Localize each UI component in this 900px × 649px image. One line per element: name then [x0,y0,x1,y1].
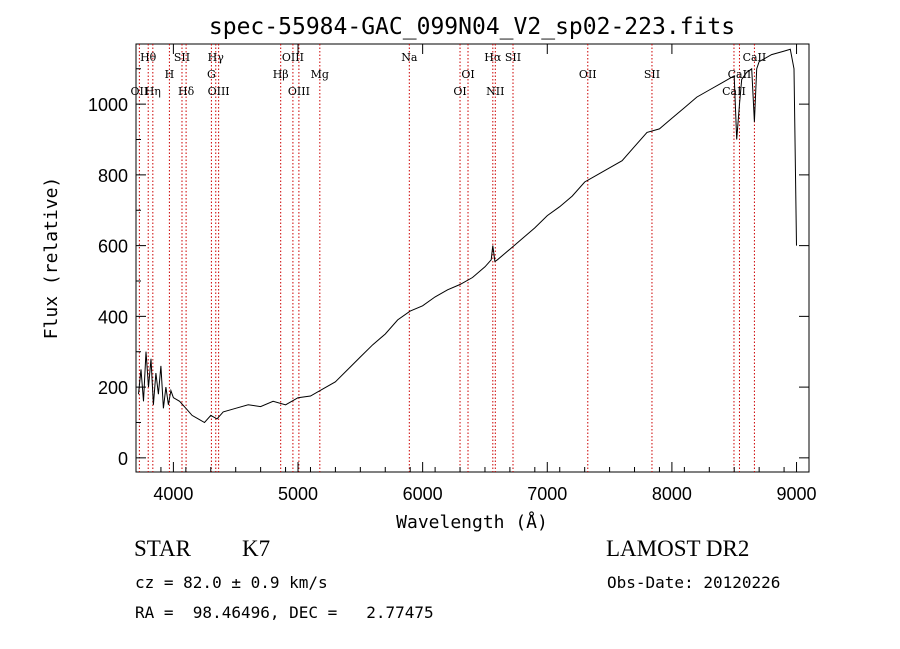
object-class: STAR [134,536,191,561]
x-tick-label: 7000 [527,484,567,504]
line-marker-label: CaII [743,51,767,64]
line-marker-label: H [165,68,175,81]
x-tick-label: 5000 [278,484,318,504]
line-marker-label: Mg [311,68,329,81]
spectral-line-markers: HθOIIHηSIIHHδHγGOIIIOIIIHβOIIIMgNaOIOIHα… [131,44,767,472]
line-marker-label: Hα [484,51,502,64]
y-tick-label: 400 [98,307,128,327]
line-marker-label: OIII [208,85,230,98]
x-tick-label: 4000 [153,484,193,504]
line-marker-label: NII [486,85,504,98]
y-tick-label: 0 [118,449,128,469]
line-marker-label: CaII [722,85,746,98]
line-marker-label: SII [644,68,660,81]
line-marker-label: OII [579,68,597,81]
line-marker-label: Hβ [273,68,289,81]
obs-date: Obs-Date: 20120226 [607,573,781,592]
x-tick-label: 8000 [652,484,692,504]
coordinates-readout: RA = 98.46496, DEC = 2.77475 [135,603,434,622]
x-axis-label: Wavelength (Å) [396,511,548,533]
x-tick-label: 6000 [403,484,443,504]
y-tick-label: 1000 [88,95,128,115]
object-subclass: K7 [242,536,271,561]
line-marker-label: OI [461,68,474,81]
chart-title: spec-55984-GAC_099N04_V2_sp02-223.fits [209,14,735,40]
y-tick-label: 200 [98,378,128,398]
line-marker-label: Hθ [140,51,157,64]
redshift-readout: cz = 82.0 ± 0.9 km/s [135,573,328,592]
line-marker-label: Na [401,51,418,64]
line-marker-label: OIII [282,51,304,64]
x-tick-label: 9000 [777,484,817,504]
line-marker-label: G [207,68,216,81]
line-marker-label: CaII [728,68,752,81]
line-marker-label: OII [131,85,149,98]
y-tick-label: 600 [98,237,128,257]
line-marker-label: Hδ [178,85,195,98]
y-tick-label: 800 [98,166,128,186]
line-marker-label: SII [505,51,521,64]
line-marker-label: SII [174,51,190,64]
spectrum-line [138,48,797,424]
line-marker-label: Hη [145,85,161,98]
line-marker-label: OI [453,85,466,98]
x-axis-ticks: 4000 5000 6000 7000 8000 9000 [135,44,817,504]
y-axis-ticks: 0 200 400 600 800 1000 [88,68,809,469]
line-marker-label: OIII [288,85,310,98]
plot-frame [135,43,810,473]
y-axis-label: Flux (relative) [41,177,62,340]
line-marker-label: Hγ [208,51,225,64]
survey-label: LAMOST DR2 [606,536,750,561]
